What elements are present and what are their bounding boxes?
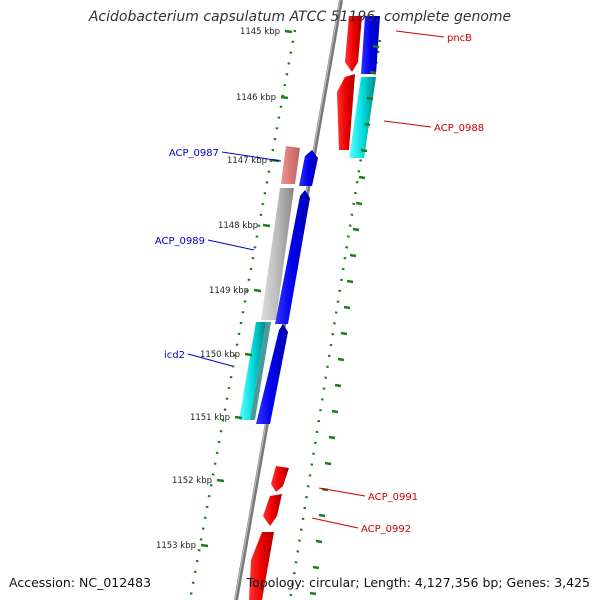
- gene-label[interactable]: ACP_0987: [169, 148, 219, 159]
- outer-tick-mark: [369, 70, 377, 75]
- tick-mark: [253, 288, 262, 293]
- gene-label-leader: [207, 239, 255, 251]
- tick-mark: [280, 95, 289, 100]
- gene-label-leader: [318, 487, 366, 497]
- outer-tick-mark: [318, 513, 326, 518]
- gene-label[interactable]: pncB: [447, 33, 472, 44]
- gene-label-leader: [395, 30, 445, 38]
- accession-text: Accession: NC_012483: [9, 575, 152, 590]
- outer-tick-mark: [363, 122, 371, 127]
- feature-acp0987-pink[interactable]: [281, 146, 300, 184]
- outer-tick-mark: [337, 357, 345, 362]
- tick-mark: [200, 543, 209, 548]
- feature-icd2-teal[interactable]: [250, 322, 271, 420]
- outer-tick-mark: [334, 383, 342, 388]
- outer-tick-mark: [328, 435, 336, 440]
- gene-label-leader: [187, 353, 233, 367]
- feature-lower-red[interactable]: [249, 532, 274, 600]
- tick-label: 1149 kbp: [209, 286, 249, 296]
- outer-tick-mark: [372, 44, 380, 49]
- tick-label: 1151 kbp: [190, 413, 230, 423]
- tick-mark: [234, 415, 243, 420]
- gene-label-leader: [311, 517, 359, 529]
- tick-mark: [284, 29, 293, 34]
- gene-label[interactable]: ACP_0992: [361, 524, 411, 535]
- tick-label: 1145 kbp: [240, 27, 280, 37]
- outer-tick-mark: [349, 253, 357, 258]
- topology-summary: Topology: circular; Length: 4,127,356 bp…: [246, 575, 590, 590]
- outer-tick-mark: [331, 409, 339, 414]
- outer-tick-mark: [352, 227, 360, 232]
- tick-label: 1152 kbp: [172, 476, 212, 486]
- outer-tick-mark: [360, 148, 368, 153]
- tick-label: 1150 kbp: [200, 350, 240, 360]
- feature-acp0987-blue[interactable]: [299, 150, 318, 186]
- outer-tick-mark: [309, 591, 317, 596]
- tick-label: 1146 kbp: [236, 93, 276, 103]
- gene-label-leader: [383, 120, 432, 128]
- outer-tick-mark: [315, 539, 323, 544]
- tick-mark: [216, 478, 225, 483]
- tick-mark: [262, 223, 271, 228]
- outer-tick-mark: [366, 96, 374, 101]
- feature-icd2-blue[interactable]: [256, 324, 288, 424]
- feature-pncb[interactable]: [345, 16, 362, 72]
- tick-label: 1153 kbp: [156, 541, 196, 551]
- outer-tick-mark: [358, 175, 366, 180]
- feature-acp0991[interactable]: [271, 466, 289, 492]
- gene-label[interactable]: ACP_0988: [434, 123, 484, 134]
- feature-acp0988-red[interactable]: [337, 74, 355, 150]
- outer-tick-mark: [355, 201, 363, 206]
- outer-tick-mark: [343, 305, 351, 310]
- tick-label: 1148 kbp: [218, 221, 258, 231]
- gene-label[interactable]: icd2: [164, 350, 185, 361]
- outer-tick-mark: [346, 279, 354, 284]
- gene-label[interactable]: ACP_0989: [155, 236, 205, 247]
- tick-mark: [244, 352, 253, 357]
- feature-pncb-blue[interactable]: [361, 16, 380, 74]
- outer-tick-mark: [312, 565, 320, 570]
- genome-title: Acidobacterium capsulatum ATCC 51196, co…: [88, 9, 512, 25]
- outer-tick-mark: [340, 331, 348, 336]
- gene-label-leader: [221, 151, 282, 162]
- feature-acp0992[interactable]: [263, 494, 282, 526]
- feature-acp0989-blue[interactable]: [275, 190, 310, 324]
- feature-icd2-cyan[interactable]: [239, 322, 266, 420]
- tick-label: 1147 kbp: [227, 156, 267, 166]
- gene-label[interactable]: ACP_0991: [368, 492, 418, 503]
- outer-tick-mark: [324, 461, 332, 466]
- feature-acp0989-gray[interactable]: [261, 188, 294, 320]
